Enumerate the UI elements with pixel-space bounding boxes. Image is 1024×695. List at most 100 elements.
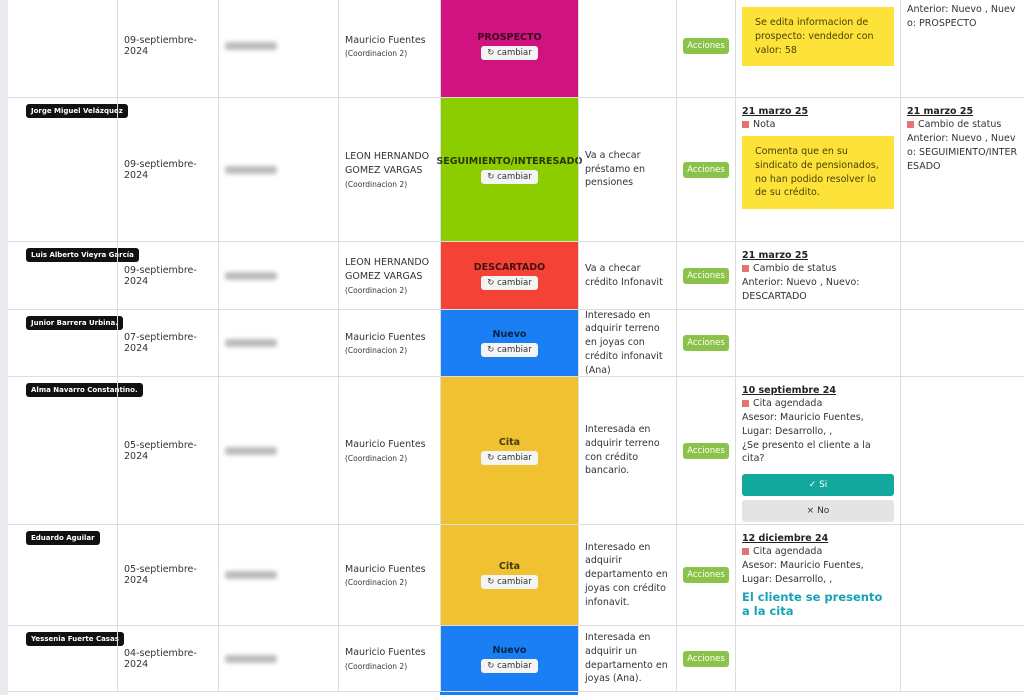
advisor: Mauricio Fuentes bbox=[345, 331, 426, 343]
coordination: (Coordinacion 2) bbox=[345, 49, 408, 59]
date: 04-septiembre-2024 bbox=[124, 647, 197, 670]
advisor-cell: Mauricio Fuentes (Coordinacion 2) bbox=[338, 626, 440, 691]
comment-cell: Va a checar crédito Infonavit bbox=[578, 242, 676, 309]
coordination: (Coordinacion 2) bbox=[345, 179, 408, 189]
last-text: Anterior: Nuevo , Nuevo: PROSPECTO bbox=[907, 4, 1016, 29]
advisor-cell: Mauricio Fuentes (Coordinacion 2) bbox=[338, 0, 440, 97]
phone-blurred bbox=[225, 271, 277, 280]
status-cell: Nuevo cambiar bbox=[440, 310, 578, 376]
coordination: (Coordinacion 2) bbox=[345, 285, 408, 295]
coordination: (Coordinacion 2) bbox=[345, 578, 408, 588]
phone-blurred bbox=[225, 571, 277, 579]
name-cell bbox=[8, 0, 117, 97]
change-button[interactable]: cambiar bbox=[481, 450, 538, 465]
activity-text: Asesor: Mauricio Fuentes, Lugar: Desarro… bbox=[742, 412, 864, 437]
phone-blurred bbox=[225, 339, 277, 347]
date-cell: 04-septiembre-2024 bbox=[117, 626, 218, 691]
status-label: DESCARTADO bbox=[473, 261, 546, 273]
actions-cell: Acciones bbox=[676, 242, 735, 309]
status-cell: PROSPECTO cambiar bbox=[440, 0, 578, 97]
activity-type: Cita agendada bbox=[742, 546, 894, 557]
change-button[interactable]: cambiar bbox=[481, 275, 538, 290]
change-button[interactable]: cambiar bbox=[481, 575, 538, 589]
date-cell: 05-septiembre-2024 bbox=[117, 377, 218, 524]
activity-note: Comenta que en su sindicato de pensionad… bbox=[742, 136, 894, 210]
last-change-cell bbox=[900, 377, 1024, 524]
date: 09-septiembre-2024 bbox=[124, 264, 197, 287]
activity-cell bbox=[735, 310, 900, 376]
sidebar-strip bbox=[0, 0, 8, 695]
advisor: Mauricio Fuentes bbox=[345, 34, 426, 46]
actions-cell: Acciones bbox=[676, 98, 735, 241]
status-cell: Nuevo cambiar bbox=[440, 626, 578, 691]
status-cell: DESCARTADO cambiar bbox=[440, 242, 578, 309]
last-change-cell bbox=[900, 310, 1024, 376]
change-button[interactable]: cambiar bbox=[481, 46, 538, 60]
table-row: 09-septiembre-2024 Mauricio Fuentes (Coord… bbox=[8, 0, 1024, 98]
no-button[interactable]: No bbox=[742, 500, 894, 523]
next-row-status bbox=[440, 692, 578, 695]
last-type: Cambio de status bbox=[907, 119, 1018, 130]
last-change-cell bbox=[900, 525, 1024, 625]
table-row: Luis Alberto Vieyra García 09-septiembre-… bbox=[8, 242, 1024, 310]
status-label: Cita bbox=[498, 561, 521, 572]
coordination: (Coordinacion 2) bbox=[345, 346, 408, 356]
activity-date: 12 diciembre 24 bbox=[742, 533, 829, 544]
last-date: 21 marzo 25 bbox=[907, 106, 974, 117]
status-cell: Cita cambiar bbox=[440, 525, 578, 625]
advisor-cell: LEON HERNANDO GOMEZ VARGAS (Coordinacion … bbox=[338, 242, 440, 309]
actions-button[interactable]: Acciones bbox=[683, 267, 729, 284]
client-name: Jorge Miguel Velázquez bbox=[26, 104, 128, 118]
date-cell: 05-septiembre-2024 bbox=[117, 525, 218, 625]
name-cell bbox=[8, 377, 117, 524]
phone-blurred bbox=[225, 165, 277, 174]
date: 09-septiembre-2024 bbox=[124, 35, 197, 57]
status-label: SEGUIMIENTO/INTERESADO bbox=[436, 155, 583, 167]
comment: Interesado en adquirir departamento en j… bbox=[585, 541, 668, 608]
advisor-cell: Mauricio Fuentes (Coordinacion 2) bbox=[338, 525, 440, 625]
advisor: LEON HERNANDO GOMEZ VARGAS bbox=[345, 151, 430, 176]
change-button[interactable]: cambiar bbox=[481, 169, 538, 184]
last-change-cell: Anterior: Nuevo , Nuevo: PROSPECTO bbox=[900, 0, 1024, 97]
activity-type: Nota bbox=[742, 119, 894, 130]
activity-question: ¿Se presento el cliente a la cita? bbox=[742, 439, 871, 465]
advisor: LEON HERNANDO GOMEZ VARGAS bbox=[345, 257, 430, 282]
phone-cell bbox=[218, 0, 338, 97]
actions-button[interactable]: Acciones bbox=[683, 335, 729, 351]
comment-cell: Va a checar préstamo en pensiones bbox=[578, 98, 676, 241]
phone-cell bbox=[218, 98, 338, 241]
status-label: Nuevo bbox=[492, 329, 527, 340]
activity-text: Asesor: Mauricio Fuentes, Lugar: Desarro… bbox=[742, 560, 864, 585]
date-cell: 09-septiembre-2024 bbox=[117, 242, 218, 309]
status-label: Cita bbox=[498, 436, 521, 448]
date-cell: 09-septiembre-2024 bbox=[117, 0, 218, 97]
comment: Va a checar préstamo en pensiones bbox=[585, 149, 646, 189]
comment: Interesado en adquirir terreno en joyas … bbox=[585, 309, 663, 376]
yes-button[interactable]: Si bbox=[742, 474, 894, 497]
advisor-cell: Mauricio Fuentes (Coordinacion 2) bbox=[338, 310, 440, 376]
comment: Va a checar crédito Infonavit bbox=[585, 262, 663, 288]
table-row: Alma Navarro Constantino. 05-septiembre-2… bbox=[8, 377, 1024, 525]
status-cell: Cita cambiar bbox=[440, 377, 578, 524]
actions-cell: Acciones bbox=[676, 377, 735, 524]
client-name: Alma Navarro Constantino. bbox=[26, 383, 143, 397]
activity-type: Cita agendada bbox=[742, 398, 894, 409]
actions-button[interactable]: Acciones bbox=[683, 567, 729, 583]
actions-button[interactable]: Acciones bbox=[683, 442, 729, 459]
actions-cell: Acciones bbox=[676, 525, 735, 625]
coordination: (Coordinacion 2) bbox=[345, 661, 408, 671]
advisor-cell: LEON HERNANDO GOMEZ VARGAS (Coordinacion … bbox=[338, 98, 440, 241]
actions-button[interactable]: Acciones bbox=[683, 38, 729, 54]
actions-cell: Acciones bbox=[676, 310, 735, 376]
phone-cell bbox=[218, 377, 338, 524]
client-name: Junior Barrera Urbina. bbox=[26, 316, 123, 330]
advisor: Mauricio Fuentes bbox=[345, 439, 426, 451]
date: 05-septiembre-2024 bbox=[124, 439, 197, 462]
phone-cell bbox=[218, 242, 338, 309]
actions-button[interactable]: Acciones bbox=[683, 650, 729, 667]
change-button[interactable]: cambiar bbox=[481, 658, 538, 673]
actions-button[interactable]: Acciones bbox=[683, 161, 729, 178]
comment-cell: Interesada en adquirir un departamento e… bbox=[578, 626, 676, 691]
change-button[interactable]: cambiar bbox=[481, 343, 538, 357]
table-row: Jorge Miguel Velázquez 09-septiembre-2024… bbox=[8, 98, 1024, 242]
